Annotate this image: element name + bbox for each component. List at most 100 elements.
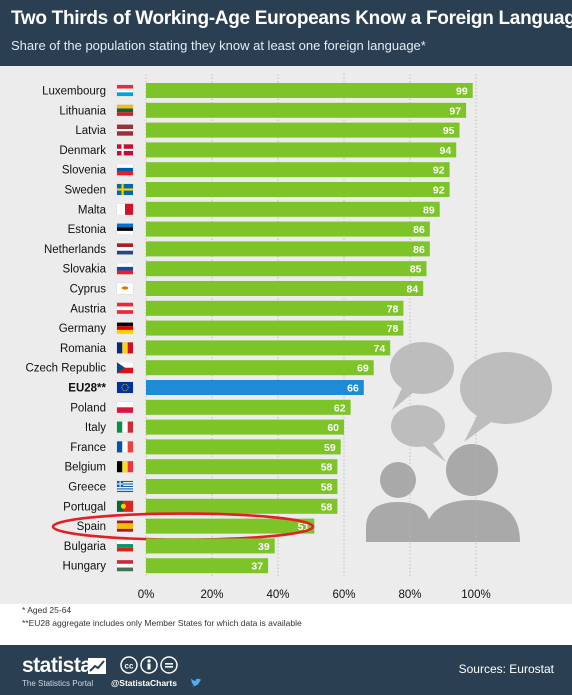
bar <box>146 142 457 158</box>
flag-part <box>127 387 129 388</box>
category-label: Spain <box>77 521 106 533</box>
bar-value-label: 97 <box>449 105 461 117</box>
flag-part <box>117 310 133 314</box>
flag-part <box>117 421 123 433</box>
flag-part <box>117 523 133 529</box>
flag-part <box>117 148 133 151</box>
bar <box>146 241 430 257</box>
category-label: Greece <box>68 482 106 494</box>
flag-part <box>117 342 123 354</box>
flag-part <box>117 382 133 393</box>
flag-icon <box>116 223 134 235</box>
category-label: Belgium <box>64 462 106 474</box>
flag-part <box>123 500 133 512</box>
bar-value-label: 37 <box>251 561 263 573</box>
sources-label: Sources: Eurostat <box>458 662 554 676</box>
category-label: Malta <box>78 204 107 216</box>
flag-part <box>117 302 133 307</box>
flag-part <box>117 563 133 568</box>
bar <box>146 162 450 178</box>
flag-part <box>121 387 123 388</box>
flag-part <box>117 129 133 132</box>
bar <box>146 281 424 296</box>
bar <box>146 538 275 554</box>
flag-icon <box>116 183 134 196</box>
bar-value-label: 62 <box>334 402 346 414</box>
flag-part <box>127 441 133 453</box>
flag-icon <box>116 163 134 176</box>
x-tick-label: 20% <box>200 589 223 601</box>
flag-part <box>117 306 133 311</box>
twitter-handle[interactable]: @StatistaCharts <box>111 678 177 688</box>
bar-value-label: 94 <box>440 145 452 157</box>
speech-bubble-tail-icon <box>464 414 494 442</box>
flag-part <box>117 401 133 408</box>
flag-icon <box>116 203 134 216</box>
flag-part <box>117 227 133 231</box>
bar <box>146 360 374 376</box>
creative-commons-icon: cc <box>120 656 178 674</box>
flag-part <box>117 489 133 491</box>
flag-part <box>117 131 133 136</box>
flag-part <box>117 500 124 512</box>
bar <box>146 261 427 277</box>
flag-part <box>117 88 133 93</box>
footnote-eu28: **EU28 aggregate includes only Member St… <box>22 618 302 628</box>
x-tick-label: 40% <box>266 589 289 601</box>
flag-part <box>117 322 133 327</box>
bar <box>146 300 404 316</box>
x-tick-label: 80% <box>398 589 421 601</box>
bar-value-label: 51 <box>298 521 310 533</box>
flag-part <box>117 230 133 235</box>
bar <box>146 340 391 356</box>
flag-part <box>117 108 133 113</box>
bar <box>146 419 344 435</box>
flag-part <box>117 266 133 271</box>
flag-part <box>117 540 133 545</box>
flag-part <box>117 560 133 564</box>
flag-icon <box>116 104 134 117</box>
bar-value-label: 78 <box>387 303 399 315</box>
footnote-aged: * Aged 25-64 <box>22 605 72 615</box>
flag-icon <box>116 144 134 156</box>
flag-icon <box>116 540 134 552</box>
flag-part <box>127 385 129 387</box>
bar-value-label: 99 <box>456 86 468 98</box>
flag-part <box>117 407 133 413</box>
flag-part <box>121 286 129 290</box>
category-label: France <box>70 442 106 454</box>
flag-part <box>122 461 128 473</box>
flag-part <box>117 112 133 116</box>
bar <box>146 320 404 336</box>
svg-text:cc: cc <box>125 662 134 671</box>
category-label: EU28** <box>68 383 106 395</box>
flag-part <box>122 384 124 386</box>
person-head-icon <box>446 444 498 496</box>
flag-icon <box>116 361 134 374</box>
category-label: Denmark <box>59 145 106 157</box>
statista-logo-icon <box>88 658 106 674</box>
flag-icon <box>116 480 134 493</box>
bar-value-label: 58 <box>321 482 333 494</box>
flag-icon <box>116 559 134 572</box>
people-speech-illustration <box>366 342 552 542</box>
flag-part <box>120 503 126 509</box>
flag-part <box>117 243 133 248</box>
bar-value-label: 58 <box>321 462 333 474</box>
category-label: Austria <box>70 303 106 315</box>
bar <box>146 83 473 98</box>
flag-part <box>117 250 133 255</box>
flag-part <box>117 326 133 330</box>
category-label: Italy <box>85 422 106 434</box>
flag-part <box>124 390 126 392</box>
category-label: Lithuania <box>59 105 106 117</box>
flag-icon <box>116 421 134 433</box>
bar-value-label: 84 <box>407 284 419 296</box>
category-label: Slovenia <box>62 165 107 177</box>
bar-value-label: 78 <box>387 323 399 335</box>
category-label: Poland <box>70 402 106 414</box>
flag-part <box>117 104 133 109</box>
x-tick-label: 0% <box>138 589 155 601</box>
flag-part <box>117 167 133 172</box>
speech-bubble-tail-icon <box>424 442 446 462</box>
